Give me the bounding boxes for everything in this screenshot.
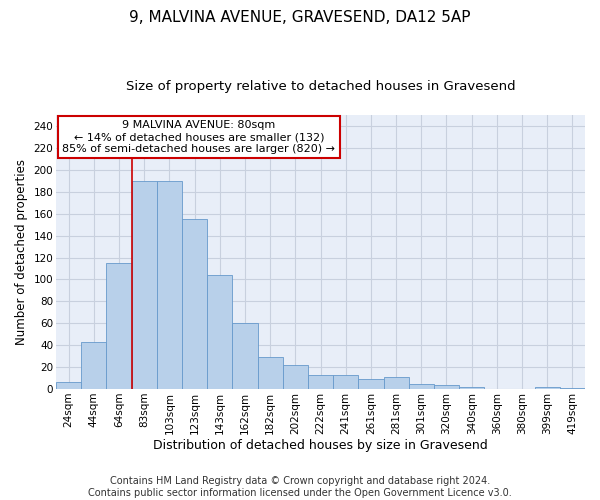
Bar <box>207 275 232 389</box>
Bar <box>283 365 308 389</box>
Bar <box>257 358 283 389</box>
Bar <box>182 219 207 389</box>
Bar <box>56 382 81 389</box>
Bar <box>81 342 106 389</box>
Bar <box>459 387 484 389</box>
Text: Contains HM Land Registry data © Crown copyright and database right 2024.
Contai: Contains HM Land Registry data © Crown c… <box>88 476 512 498</box>
Bar <box>358 379 383 389</box>
Bar <box>383 377 409 389</box>
Y-axis label: Number of detached properties: Number of detached properties <box>15 159 28 345</box>
Bar <box>232 324 257 389</box>
Bar <box>409 384 434 389</box>
Bar <box>106 263 131 389</box>
Bar <box>535 387 560 389</box>
Bar <box>157 181 182 389</box>
Text: 9, MALVINA AVENUE, GRAVESEND, DA12 5AP: 9, MALVINA AVENUE, GRAVESEND, DA12 5AP <box>129 10 471 25</box>
X-axis label: Distribution of detached houses by size in Gravesend: Distribution of detached houses by size … <box>153 440 488 452</box>
Bar <box>560 388 585 389</box>
Bar <box>333 375 358 389</box>
Bar <box>308 375 333 389</box>
Bar <box>434 384 459 389</box>
Text: 9 MALVINA AVENUE: 80sqm
← 14% of detached houses are smaller (132)
85% of semi-d: 9 MALVINA AVENUE: 80sqm ← 14% of detache… <box>62 120 335 154</box>
Title: Size of property relative to detached houses in Gravesend: Size of property relative to detached ho… <box>126 80 515 93</box>
Bar <box>131 181 157 389</box>
